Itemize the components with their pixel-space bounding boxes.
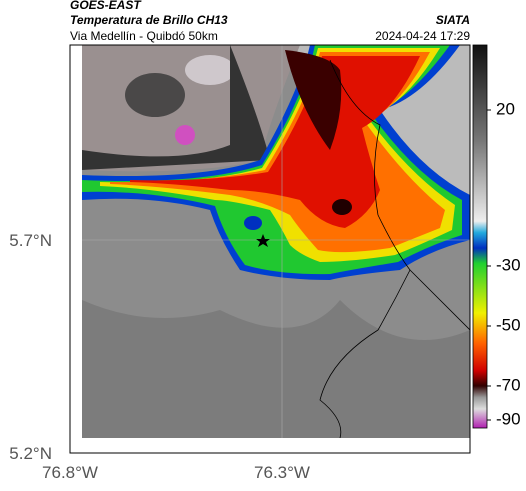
y-label: 5.2°N — [9, 444, 52, 463]
satellite-image — [82, 45, 470, 438]
x-label: 76.3°W — [254, 463, 310, 482]
region: Via Medellín - Quibdó 50km — [70, 29, 218, 43]
title: GOES-EAST — [70, 0, 142, 12]
y-label: 5.7°N — [9, 231, 52, 250]
colorbar-tick-label: -90 — [496, 409, 521, 428]
colorbar-tick-label: -30 — [496, 255, 521, 274]
colorbar-tick-label: 20 — [496, 99, 515, 118]
colorbar-tick-label: -70 — [496, 375, 521, 394]
map-frame — [69, 44, 471, 454]
product: Temperatura de Brillo CH13 — [70, 13, 228, 27]
colorbar — [472, 44, 488, 429]
colorbar-tick-label: -50 — [496, 315, 521, 334]
timestamp: 2024-04-24 17:29 — [375, 29, 470, 43]
x-label: 76.8°W — [42, 463, 98, 482]
labels: 5.7°N 5.2°N76.8°W 76.3°W 20 -30 -50 -70 -90 — [9, 99, 520, 482]
agency: SIATA — [436, 13, 470, 27]
